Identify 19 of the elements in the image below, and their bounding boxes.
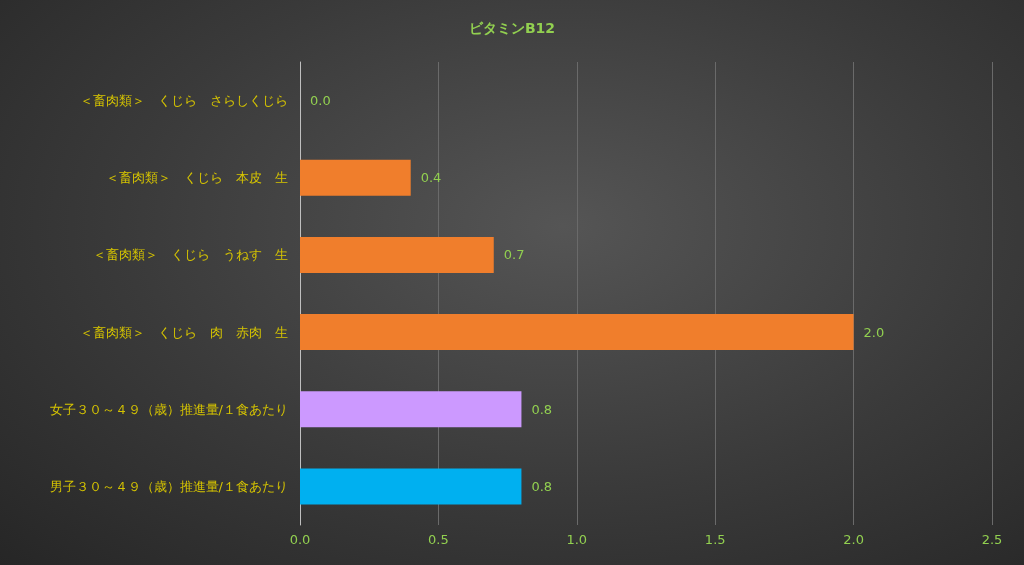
data-label: 0.8 <box>531 478 553 494</box>
y-tick-label: ＜畜肉類＞ くじら 本皮 生 <box>106 170 288 186</box>
x-tick-label: 2.5 <box>981 532 1003 547</box>
y-tick-label: 男子３０～４９（歳）推進量/１食あたり <box>49 478 288 494</box>
data-label: 0.7 <box>503 247 525 263</box>
x-tick-label: 1.5 <box>704 532 726 547</box>
chart-title: ビタミンB12 <box>468 20 556 36</box>
data-label: 0.8 <box>531 401 553 417</box>
x-tick-label: 0.5 <box>428 532 449 547</box>
data-label: 0.4 <box>420 170 442 186</box>
data-label: 0.0 <box>310 93 331 109</box>
y-tick-label: 女子３０～４９（歳）推進量/１食あたり <box>49 401 288 417</box>
y-tick-label: ＜畜肉類＞ くじら 肉 赤肉 生 <box>80 324 288 340</box>
data-label: 2.0 <box>863 324 885 340</box>
x-tick-label: 0.0 <box>289 532 311 547</box>
y-tick-label: ＜畜肉類＞ くじら さらしくじら <box>80 93 288 109</box>
y-tick-label: ＜畜肉類＞ くじら うねす 生 <box>93 247 288 263</box>
x-tick-label: 2.0 <box>843 532 864 547</box>
x-tick-label: 1.0 <box>566 532 588 547</box>
